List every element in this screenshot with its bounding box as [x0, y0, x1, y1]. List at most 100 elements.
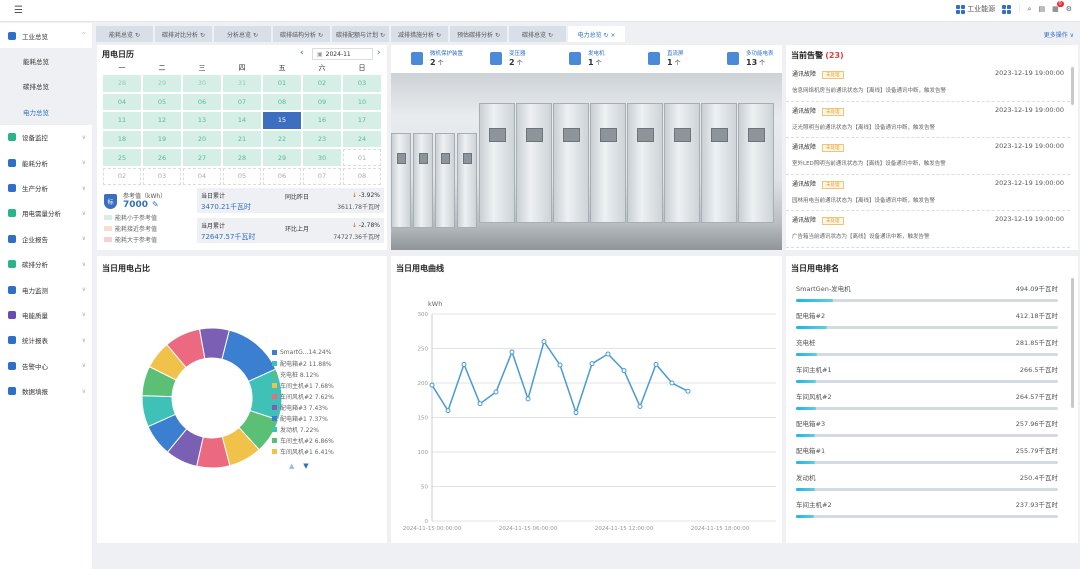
calendar-day[interactable]: 17: [343, 112, 381, 129]
sidebar-item[interactable]: 生产分析 ∨: [0, 175, 92, 200]
device-stat[interactable]: 直流屏 1 个: [648, 49, 727, 71]
tab[interactable]: 预估碳排分析 ↻: [450, 26, 507, 42]
pie-legend-item[interactable]: 车间主机#2 6.86%: [272, 435, 334, 446]
sidebar-item[interactable]: 碳排分析 ∨: [0, 252, 92, 277]
calendar-day[interactable]: 15: [263, 112, 301, 129]
sidebar-subitem[interactable]: 能耗总览: [0, 48, 92, 74]
calendar-day[interactable]: 24: [343, 130, 381, 148]
calendar-day[interactable]: 19: [143, 130, 181, 148]
device-stat[interactable]: 多功能电表 13 个: [727, 49, 806, 71]
calendar-day[interactable]: 06: [263, 167, 301, 185]
calendar-day[interactable]: 28: [223, 149, 261, 166]
data-point[interactable]: [637, 403, 643, 409]
pie-slice-other[interactable]: [198, 327, 230, 360]
tab[interactable]: 碳排配额与计划 ↻: [332, 26, 389, 42]
tab[interactable]: 碳排对比分析 ↻: [155, 26, 212, 42]
data-point[interactable]: [541, 339, 547, 345]
calendar-day[interactable]: 10: [343, 93, 381, 111]
calendar-day[interactable]: 23: [303, 130, 341, 148]
sidebar-item[interactable]: 数据填报 ∨: [0, 378, 92, 403]
rank-scrollbar[interactable]: [1071, 278, 1074, 408]
pie-legend-item[interactable]: 配电箱#1 7.37%: [272, 413, 334, 424]
calendar-day[interactable]: 29: [143, 75, 181, 92]
data-point[interactable]: [525, 396, 531, 402]
calendar-day[interactable]: 04: [183, 167, 221, 185]
device-stat[interactable]: 发电机 1 个: [569, 49, 648, 71]
rank-item[interactable]: 配电箱#1 255.79千瓦时: [786, 441, 1068, 468]
calendar-day[interactable]: 06: [183, 93, 221, 111]
alarm-scrollbar[interactable]: [1071, 67, 1074, 105]
sidebar-item[interactable]: 能耗分析 ∨: [0, 150, 92, 175]
sidebar-item[interactable]: 电能质量 ∨: [0, 302, 92, 327]
pie-legend-item[interactable]: 充电桩 8.12%: [272, 369, 334, 380]
calendar-day[interactable]: 03: [143, 167, 181, 185]
data-point[interactable]: [429, 382, 435, 388]
sidebar-subitem[interactable]: 电力总览: [0, 99, 92, 125]
more-actions-button[interactable]: 更多操作 ∨: [1043, 32, 1074, 39]
calendar-day[interactable]: 11: [103, 112, 141, 129]
legend-next-icon[interactable]: ▼: [303, 462, 309, 470]
calendar-day[interactable]: 21: [223, 130, 261, 148]
rank-item[interactable]: 充电桩 281.85千瓦时: [786, 333, 1068, 360]
calendar-day[interactable]: 12: [143, 112, 181, 129]
data-point[interactable]: [685, 388, 691, 394]
pie-legend-item[interactable]: 配电箱#2 11.88%: [272, 358, 334, 369]
calendar-day[interactable]: 14: [223, 112, 261, 129]
data-point[interactable]: [509, 349, 515, 355]
pie-legend-item[interactable]: 车间主机#1 7.68%: [272, 380, 334, 391]
calendar-day[interactable]: 26: [143, 149, 181, 166]
sidebar-item[interactable]: 用电需量分析 ∨: [0, 201, 92, 226]
calendar-day[interactable]: 18: [103, 130, 141, 148]
calendar-day[interactable]: 28: [103, 75, 141, 92]
rank-item[interactable]: 发动机 250.4千瓦时: [786, 468, 1068, 495]
data-point[interactable]: [653, 361, 659, 367]
calendar-day[interactable]: 02: [303, 75, 341, 92]
alarm-item[interactable]: 通讯故障 未处理 2023-12-19 19:00:00 广告箱当前通讯状态为【离线】…: [786, 211, 1070, 248]
data-point[interactable]: [589, 361, 595, 367]
calendar-day[interactable]: 22: [263, 130, 301, 148]
calendar-day[interactable]: 09: [303, 93, 341, 111]
rank-item[interactable]: 配电箱#2 412.18千瓦时: [786, 306, 1068, 333]
calendar-day[interactable]: 25: [103, 149, 141, 166]
rank-item[interactable]: 车间主机#1 266.5千瓦时: [786, 360, 1068, 387]
sidebar-subitem[interactable]: 碳排总览: [0, 73, 92, 100]
edit-icon[interactable]: ✎: [152, 200, 159, 209]
calendar-day[interactable]: 13: [183, 112, 221, 129]
pie-legend-item[interactable]: SmartG...14.24%: [272, 347, 334, 358]
next-month-icon[interactable]: ›: [377, 48, 381, 58]
sidebar-item[interactable]: 企业报告 ∨: [0, 226, 92, 251]
device-stat[interactable]: 变压器 2 个: [490, 49, 569, 71]
month-picker[interactable]: ▣ 2024-11: [312, 48, 373, 60]
sidebar-item[interactable]: 告警中心 ∨: [0, 353, 92, 378]
data-point[interactable]: [669, 380, 675, 386]
alarm-item[interactable]: 通讯故障 未处理 2023-12-19 19:00:00 室外LED照明当前通讯状态为…: [786, 138, 1070, 175]
rank-item[interactable]: 配电箱#3 257.96千瓦时: [786, 414, 1068, 441]
data-point[interactable]: [445, 408, 451, 414]
pie-legend-item[interactable]: 车间风机#2 7.62%: [272, 391, 334, 402]
search-icon[interactable]: ⌕: [1027, 4, 1032, 13]
calendar-day[interactable]: 07: [223, 93, 261, 111]
pie-legend-item[interactable]: 车间风机#1 6.41%: [272, 446, 334, 457]
calendar-day[interactable]: 08: [263, 93, 301, 111]
calendar-day[interactable]: 31: [223, 75, 261, 92]
notification-icon[interactable]: ▦ 0: [1052, 1, 1064, 13]
tab[interactable]: 电力总览 ↻ ×: [568, 26, 625, 42]
calendar-day[interactable]: 20: [183, 130, 221, 148]
sidebar-item[interactable]: 工业总览 ^: [0, 23, 92, 48]
data-point[interactable]: [557, 362, 563, 368]
calendar-day[interactable]: 05: [143, 93, 181, 111]
data-point[interactable]: [605, 351, 611, 357]
calendar-day[interactable]: 07: [303, 167, 341, 185]
legend-prev-icon[interactable]: ▲: [289, 462, 295, 470]
pie-legend-item[interactable]: 发动机 7.22%: [272, 424, 334, 435]
device-stat[interactable]: 微机保护装置 2 个: [411, 49, 490, 71]
pie-legend-item[interactable]: 配电箱#3 7.43%: [272, 402, 334, 413]
data-point[interactable]: [477, 401, 483, 407]
rank-item[interactable]: SmartGen-发电机 494.09千瓦时: [786, 279, 1068, 306]
menu-fold-icon[interactable]: ☰: [14, 5, 23, 16]
rank-item[interactable]: 车间主机#2 237.93千瓦时: [786, 495, 1068, 522]
grid-icon[interactable]: [1002, 4, 1012, 14]
data-point[interactable]: [621, 368, 627, 374]
calendar-day[interactable]: 04: [103, 93, 141, 111]
tab[interactable]: 减排措施分析 ↻: [391, 26, 448, 42]
